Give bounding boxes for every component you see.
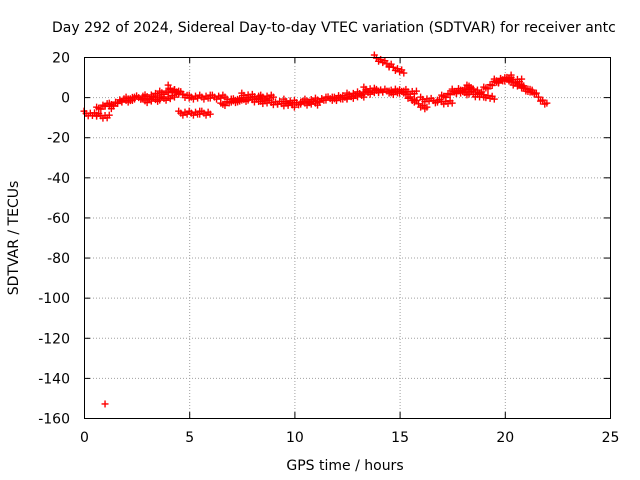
- y-tick-label: -80: [47, 251, 70, 267]
- data-point: [446, 91, 454, 99]
- data-point: [221, 102, 229, 110]
- data-point: [490, 95, 498, 103]
- x-tick-label: 20: [496, 430, 514, 446]
- data-point: [400, 87, 408, 95]
- x-tick-label: 25: [602, 430, 620, 446]
- data-point: [206, 110, 214, 118]
- y-axis-label: SDTVAR / TECUs: [6, 181, 22, 296]
- data-point: [114, 99, 122, 107]
- data-point: [406, 93, 414, 101]
- data-point: [109, 102, 117, 110]
- data-point: [532, 89, 540, 97]
- y-tick-label: -160: [38, 412, 70, 428]
- y-tick-label: -120: [38, 331, 70, 347]
- chart-title: Day 292 of 2024, Sidereal Day-to-day VTE…: [52, 20, 616, 36]
- data-point: [400, 69, 408, 77]
- data-points: [80, 51, 551, 408]
- plot-frame: [84, 57, 611, 419]
- data-point: [534, 93, 542, 101]
- y-tick-label: -140: [38, 371, 70, 387]
- x-tick-label: 0: [80, 430, 89, 446]
- data-point: [484, 85, 492, 93]
- data-point: [518, 75, 526, 83]
- grid-lines: [84, 57, 610, 418]
- data-point: [488, 82, 496, 90]
- data-point: [423, 103, 431, 111]
- data-point: [97, 105, 105, 113]
- y-tick-label: -40: [47, 171, 70, 187]
- data-point: [290, 103, 298, 111]
- data-point: [448, 99, 456, 107]
- data-point: [105, 111, 113, 119]
- y-tick-label: -100: [38, 291, 70, 307]
- x-axis-ticks: 0 5 10 15 20 25: [80, 57, 619, 446]
- x-axis-label: GPS time / hours: [286, 458, 403, 474]
- y-tick-label: 0: [61, 91, 70, 107]
- x-tick-label: 15: [391, 430, 409, 446]
- x-tick-label: 5: [185, 430, 194, 446]
- y-axis-ticks: 20 0 -20 -40 -60 -80 -100 -120 -140 -160: [38, 51, 610, 428]
- data-point: [101, 400, 109, 408]
- data-point: [539, 96, 547, 104]
- data-point: [402, 91, 410, 99]
- y-tick-label: -20: [47, 131, 70, 147]
- y-tick-label: 20: [52, 51, 70, 67]
- data-point: [412, 87, 420, 95]
- data-point: [170, 93, 178, 101]
- data-point: [269, 93, 277, 101]
- y-tick-label: -60: [47, 211, 70, 227]
- x-tick-label: 10: [286, 430, 304, 446]
- data-point: [543, 99, 551, 107]
- data-point: [442, 93, 450, 101]
